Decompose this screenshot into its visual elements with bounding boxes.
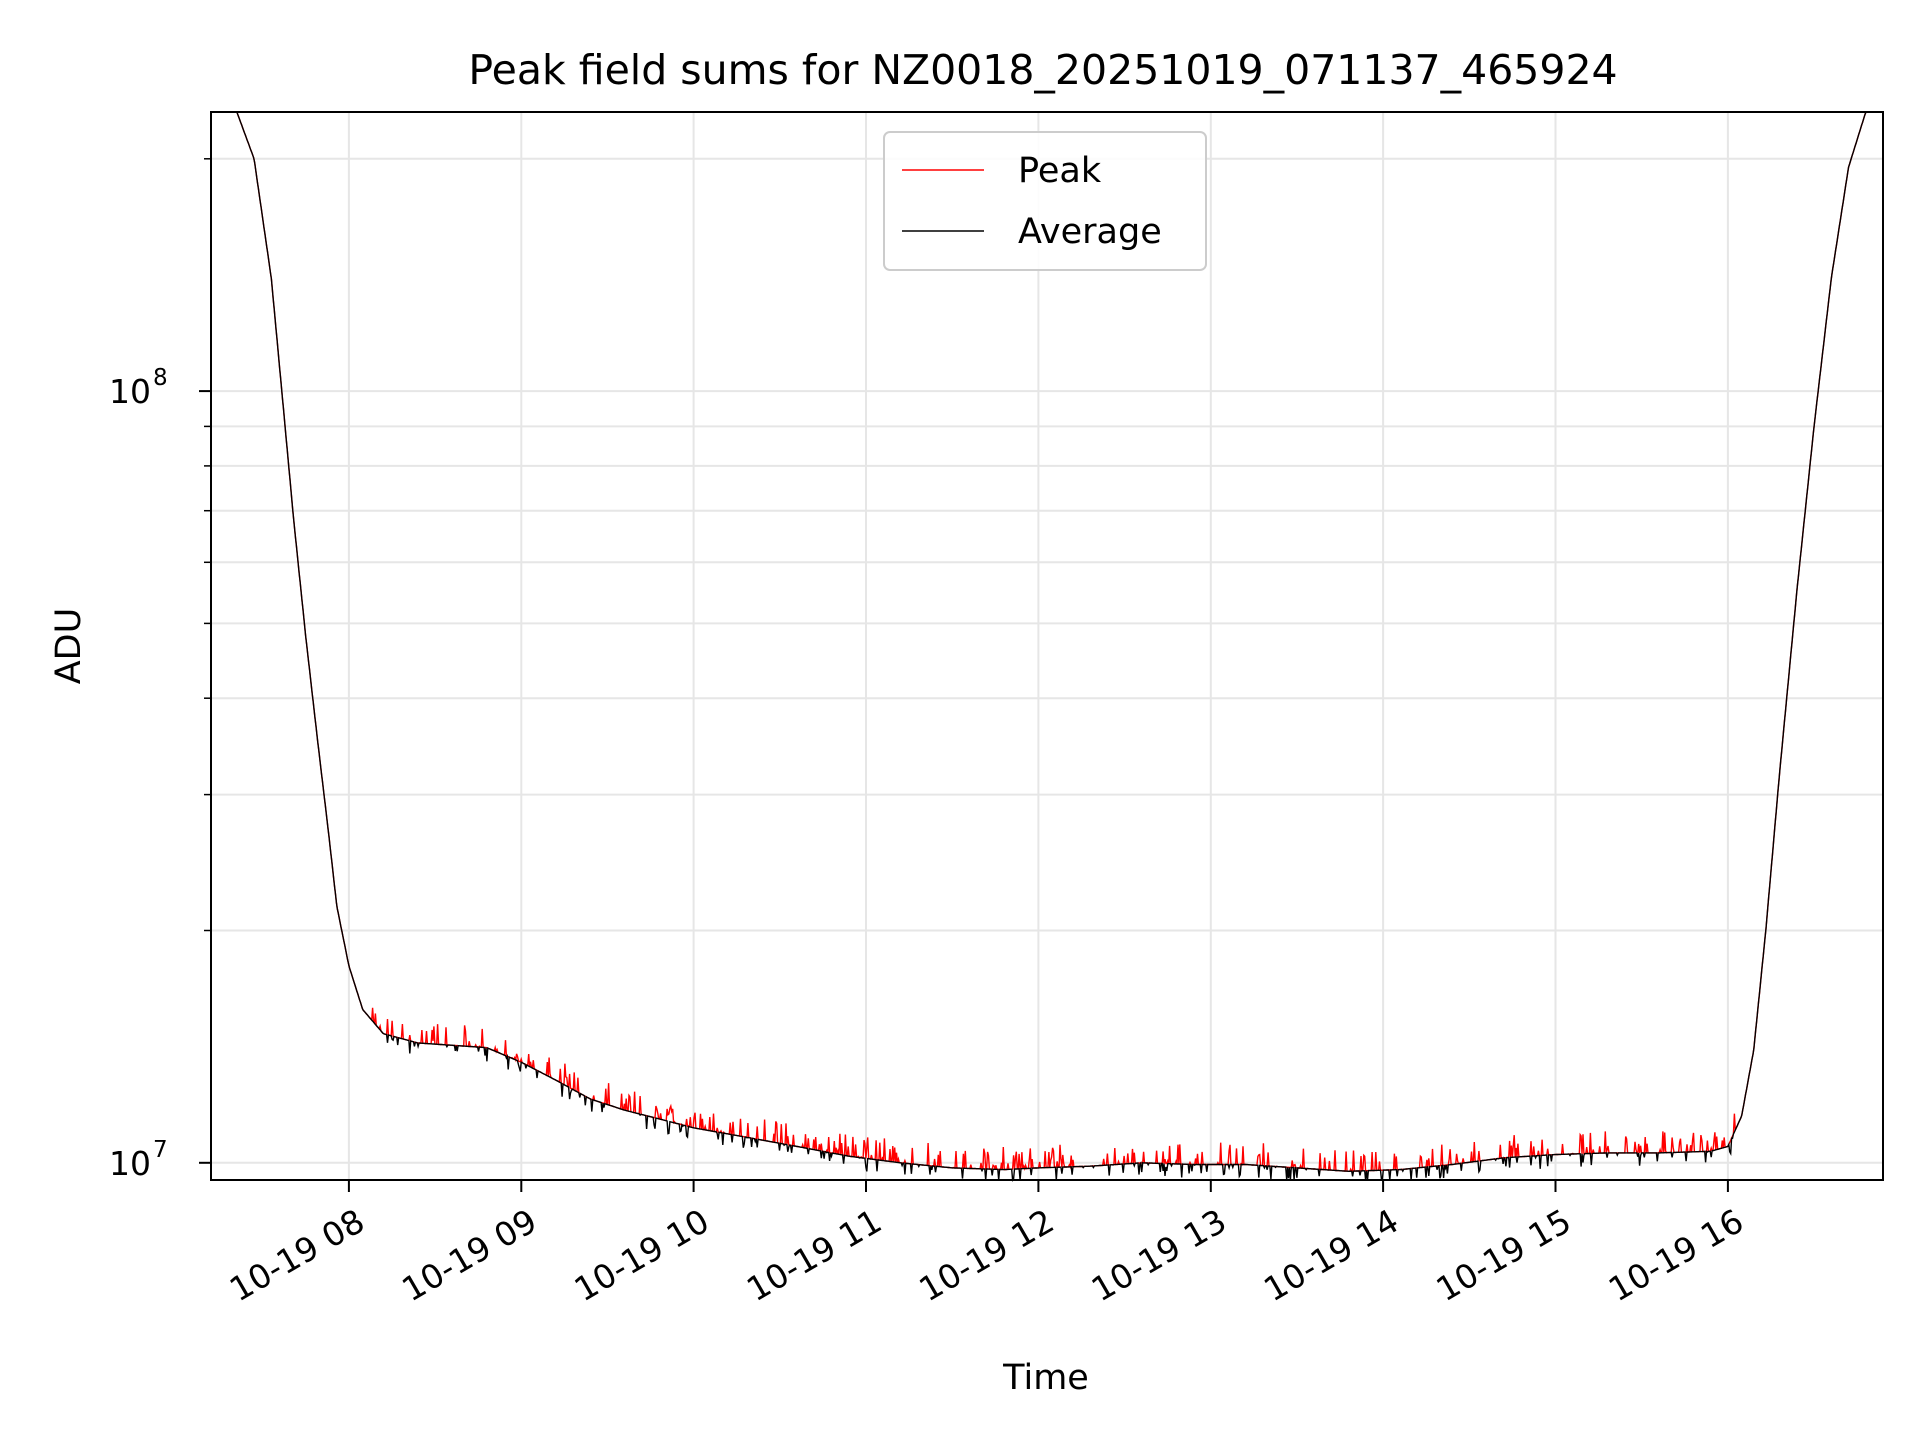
legend-peak-label: Peak	[1018, 151, 1102, 191]
y-tick-label: 10 8	[109, 365, 168, 411]
y-tick-label-base: 10	[109, 372, 151, 411]
grid	[211, 112, 1883, 1180]
legend-average-label: Average	[1018, 212, 1162, 252]
series-layer	[211, 111, 1883, 1183]
legend-box	[883, 131, 1207, 271]
y-axis-label: ADU	[49, 608, 89, 685]
y-tick-label-exponent: 8	[153, 365, 168, 391]
plot-frame	[210, 111, 1884, 1181]
average-series-line	[211, 111, 1883, 1183]
legend: Peak Average	[883, 131, 1207, 271]
chart-title: Peak field sums for NZ0018_20251019_0711…	[468, 46, 1617, 94]
x-axis-label: Time	[1002, 1358, 1089, 1398]
y-tick-label-base: 10	[109, 1144, 151, 1183]
y-tick-label-exponent: 7	[153, 1137, 168, 1163]
y-tick-label: 10 7	[109, 1137, 168, 1183]
